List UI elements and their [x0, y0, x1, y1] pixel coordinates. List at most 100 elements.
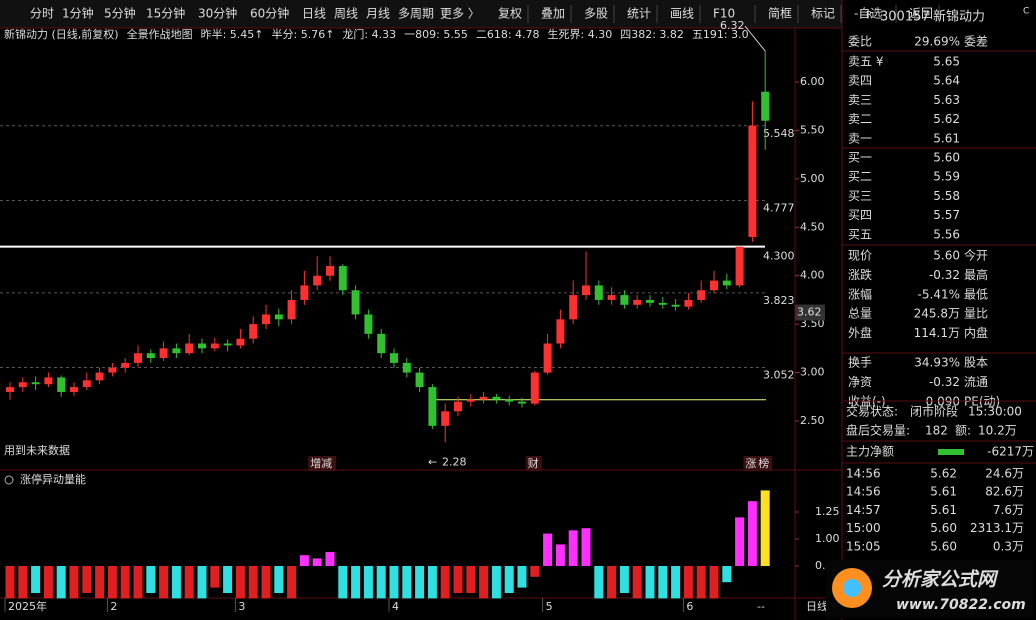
- candle-body: [671, 304, 680, 307]
- indicator-bar: [683, 566, 693, 599]
- candle-body: [121, 362, 130, 368]
- candle-body: [57, 377, 66, 392]
- indicator-bar: [107, 566, 117, 599]
- toolbar-button[interactable]: F10: [713, 7, 735, 21]
- toolbar-tab[interactable]: 分时: [30, 7, 54, 21]
- current-price-box: [795, 304, 825, 321]
- toolbar-button[interactable]: 复权: [498, 7, 522, 21]
- candle-body: [543, 343, 552, 373]
- indicator-bar: [223, 566, 233, 593]
- candle-body: [684, 299, 693, 307]
- tick-time: 14:56: [846, 485, 881, 499]
- level-label: 5.548: [763, 127, 795, 140]
- x-period[interactable]: 日线: [806, 599, 828, 613]
- indicator-bar: [543, 533, 553, 566]
- watermark-url: www.70822.com: [896, 597, 1026, 613]
- tick-price: 5.62: [930, 467, 957, 481]
- indicator-bar: [607, 566, 617, 599]
- y-tick-label: 4.00: [800, 269, 825, 282]
- indicator-bar: [658, 566, 668, 599]
- candle-body: [185, 343, 194, 354]
- x-label: 4: [392, 600, 399, 613]
- book-label: 卖四: [848, 74, 872, 88]
- book-label: 买五: [848, 227, 872, 241]
- candle-body: [172, 348, 181, 354]
- candle-body: [287, 299, 296, 320]
- candle-body: [313, 275, 322, 286]
- toolbar-tab[interactable]: 月线: [366, 7, 390, 21]
- stat-label2: 最高: [964, 267, 988, 282]
- toolbar-tab[interactable]: 60分钟: [250, 6, 289, 21]
- chart-header-item: 新锦动力 (日线,前复权): [4, 27, 119, 41]
- book-price: 5.58: [933, 189, 960, 203]
- book-label: 买一: [848, 151, 872, 165]
- toolbar-button[interactable]: 多股: [584, 7, 608, 21]
- chart-header-item: 五191: 3.0: [692, 28, 749, 41]
- indicator-bar: [261, 566, 271, 599]
- toolbar-button[interactable]: 标记: [811, 7, 835, 21]
- indicator-bar: [338, 566, 348, 599]
- toolbar-button[interactable]: 画线: [670, 7, 694, 21]
- candle-body: [454, 401, 462, 412]
- toolbar-tab[interactable]: 日线: [302, 7, 326, 21]
- indicator-title: 涨停异动量能: [20, 472, 86, 486]
- stat-label2: 流通: [964, 375, 988, 389]
- indicator-icon: [4, 475, 14, 485]
- quote-name: 新锦动力: [933, 9, 985, 25]
- book-price: 5.65: [933, 55, 960, 69]
- toolbar-tab[interactable]: 周线: [334, 7, 358, 21]
- indicator-bar: [95, 566, 105, 599]
- level-label: 3.823: [763, 294, 795, 307]
- indicator-bar: [31, 566, 41, 593]
- indicator-bar: [735, 517, 745, 566]
- tick-price: 5.61: [930, 485, 957, 499]
- candle-body: [44, 377, 53, 385]
- indicator-tick-label: 1.25: [815, 505, 840, 518]
- book-price: 5.56: [933, 227, 960, 241]
- stat-label: 总量: [848, 307, 872, 321]
- candle-body: [530, 372, 539, 404]
- indicator-bar: [376, 566, 386, 599]
- toolbar-tab[interactable]: 多周期: [398, 7, 434, 21]
- candle-body: [236, 338, 245, 346]
- candle-body: [646, 299, 654, 303]
- status-time: 15:30:00: [968, 405, 1022, 419]
- indicator-bar: [210, 566, 220, 588]
- ratio-value: 29.69%: [914, 35, 960, 49]
- candle-body: [82, 380, 91, 388]
- stat-value: 245.8万: [914, 307, 960, 321]
- toolbar-tab[interactable]: 15分钟: [146, 6, 185, 21]
- indicator-bar: [56, 566, 66, 599]
- indicator-bar: [453, 566, 463, 593]
- candle-body: [364, 314, 373, 334]
- book-label: 卖三: [848, 93, 872, 107]
- toolbar-button[interactable]: 统计: [627, 7, 651, 21]
- indicator-bar: [351, 566, 361, 599]
- toolbar-tab[interactable]: 1分钟: [62, 6, 94, 21]
- candle-body: [710, 280, 718, 291]
- toolbar-button[interactable]: -自选: [854, 7, 882, 21]
- watermark-logo-inner: [843, 579, 861, 597]
- toolbar-button[interactable]: 叠加: [541, 7, 565, 21]
- toolbar-tab[interactable]: 30分钟: [198, 6, 237, 21]
- quote-code: 300157: [880, 10, 930, 25]
- indicator-bar: [18, 566, 28, 599]
- status-value: 闭市阶段: [910, 404, 958, 419]
- x-label: 5: [546, 600, 553, 613]
- y-tick-label: 3.00: [800, 366, 825, 379]
- indicator-bar: [389, 566, 399, 599]
- candle-body: [300, 285, 309, 300]
- candle-body: [518, 401, 526, 404]
- chart-header-item: 半分: 5.76↑: [272, 27, 335, 41]
- candle-body: [95, 372, 104, 381]
- quote-mark: C: [1023, 7, 1029, 17]
- toolbar-button[interactable]: 返回: [909, 7, 933, 21]
- chart-header-item: 全景作战地图: [127, 27, 193, 41]
- after-amount-label: 额:: [955, 424, 971, 438]
- indicator-tick-label: 0.: [815, 559, 826, 572]
- stat-label: 涨跌: [848, 267, 872, 282]
- stat-label2: 内盘: [964, 325, 988, 340]
- toolbar-tab[interactable]: 5分钟: [104, 6, 136, 21]
- toolbar-tab[interactable]: 更多 〉: [440, 7, 480, 21]
- toolbar-button[interactable]: 简框: [768, 7, 792, 21]
